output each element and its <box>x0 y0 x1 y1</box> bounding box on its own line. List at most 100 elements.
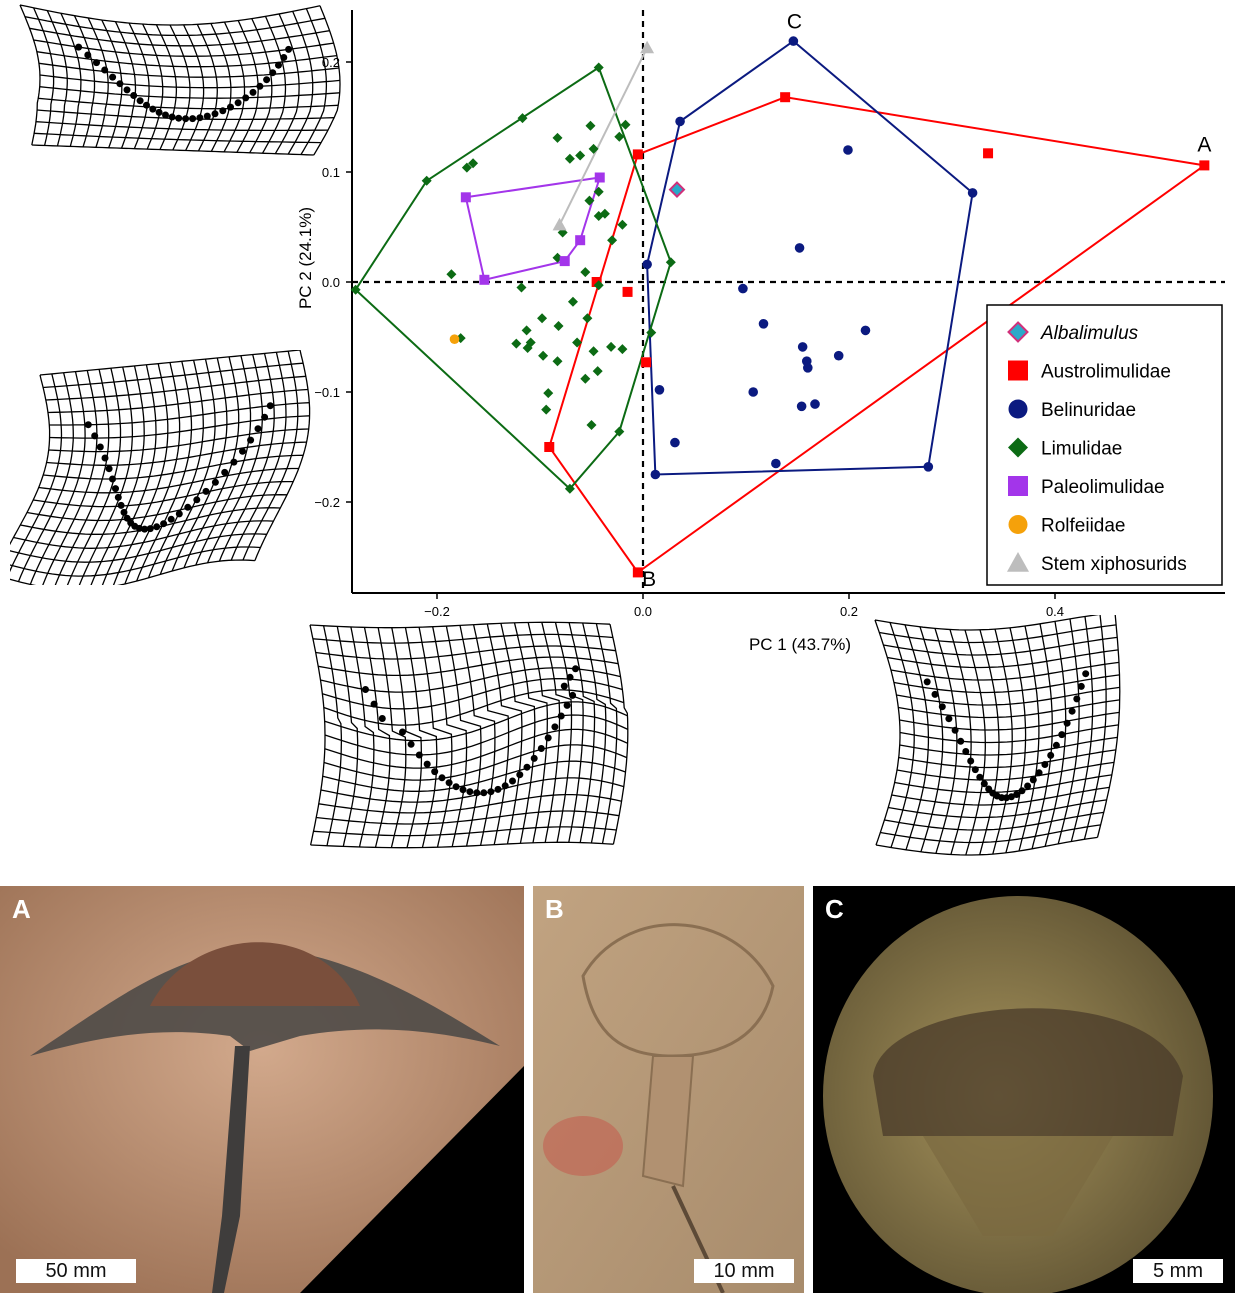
point-paleolimulidae <box>594 172 605 183</box>
point-limulidae <box>614 131 625 142</box>
landmark-dot <box>256 82 264 90</box>
landmark-dot <box>560 682 568 690</box>
grid-line-horizontal <box>33 480 294 508</box>
grid-line-horizontal <box>48 428 309 453</box>
grid-line-horizontal <box>10 546 261 577</box>
point-paleolimulidae <box>575 235 586 246</box>
landmark-dot <box>415 751 423 759</box>
landmark-dot <box>266 402 274 410</box>
point-austrolimulidae <box>641 357 652 368</box>
point-belinuridae <box>654 385 665 395</box>
scale-bar-label: 10 mm <box>694 1259 794 1283</box>
grid-line-horizontal <box>899 724 1119 744</box>
landmark-dot <box>221 468 229 476</box>
legend-marker-albalimulus <box>1007 321 1029 343</box>
point-belinuridae <box>803 363 813 373</box>
landmark-dot <box>980 780 988 788</box>
landmark-dot <box>431 768 439 776</box>
landmark-dot <box>501 782 509 790</box>
grid-line-horizontal <box>879 624 1117 644</box>
point-belinuridae <box>748 387 759 397</box>
landmark-dot <box>1035 769 1043 777</box>
point-limulidae <box>552 356 563 367</box>
grid-line-horizontal <box>875 836 1098 856</box>
grid-line-horizontal <box>874 615 1100 631</box>
legend-marker-stem-xiphosurids <box>1007 552 1029 572</box>
point-limulidae <box>606 341 617 352</box>
point-belinuridae <box>923 462 934 472</box>
landmark-dot <box>945 715 953 723</box>
point-belinuridae <box>967 188 978 198</box>
point-belinuridae <box>758 319 769 329</box>
hull-stem-xiphosurids <box>558 47 649 226</box>
deformation-grid-middle-left <box>10 350 311 585</box>
landmark-dot <box>572 665 579 673</box>
grid-line-horizontal <box>888 799 1107 819</box>
grid-line-horizontal <box>24 16 326 37</box>
grid-line-horizontal <box>10 533 267 563</box>
grid-line-vertical <box>609 624 629 845</box>
landmark-dot <box>91 432 99 440</box>
point-limulidae <box>567 296 578 307</box>
grid-line-vertical <box>391 627 423 848</box>
landmark-dot <box>938 703 946 711</box>
y-axis-label: PC 2 (24.1%) <box>296 207 315 309</box>
grid-line-horizontal <box>899 736 1118 756</box>
grid-line-horizontal <box>899 711 1120 731</box>
grid-line-horizontal <box>35 121 329 132</box>
landmark-dot <box>1047 751 1055 759</box>
landmark-dot <box>931 690 939 698</box>
point-limulidae <box>580 373 591 384</box>
x-axis-title: PC 1 (43.7%) <box>749 635 851 654</box>
landmark-dot <box>203 112 211 120</box>
grid-line-horizontal <box>45 375 306 401</box>
grid-line-horizontal <box>320 667 621 693</box>
legend-label-stem-xiphosurids: Stem xiphosurids <box>1041 554 1187 575</box>
scale-bar-label: 5 mm <box>1133 1259 1223 1283</box>
landmark-dot <box>1077 682 1085 690</box>
landmark-dot <box>557 712 565 720</box>
x-tick-label: −0.2 <box>424 604 450 619</box>
point-limulidae <box>586 420 597 430</box>
warp-grid <box>19 4 341 156</box>
landmark-dot <box>196 114 204 122</box>
grid-line-horizontal <box>896 686 1120 706</box>
legend-box <box>986 304 1223 586</box>
point-austrolimulidae <box>622 286 633 297</box>
landmark-dot <box>109 73 117 81</box>
landmark-dot <box>537 745 545 752</box>
landmark-dot <box>168 113 176 121</box>
point-limulidae <box>537 313 548 324</box>
landmark-dot <box>516 771 524 779</box>
point-paleolimulidae <box>460 192 471 203</box>
legend-marker-belinuridae <box>1008 399 1028 419</box>
point-limulidae <box>593 62 604 73</box>
landmark-dot <box>1052 741 1060 749</box>
grid-line-horizontal <box>39 350 301 376</box>
point-limulidae <box>582 313 593 324</box>
legend-marker-paleolimulidae <box>1008 476 1028 496</box>
point-limulidae <box>585 120 596 131</box>
deformation-grid-bottom-center <box>309 621 629 849</box>
point-limulidae <box>580 267 591 278</box>
landmark-dot <box>1058 731 1066 739</box>
grid-line-horizontal <box>10 559 255 585</box>
legend-label-albalimulus: Albalimulus <box>1040 323 1139 344</box>
point-limulidae <box>522 343 533 353</box>
grid-line-horizontal <box>898 749 1116 769</box>
fossil-photo-a: A 50 mm <box>0 886 524 1293</box>
landmark-dot <box>473 789 481 797</box>
landmark-dot <box>407 740 415 748</box>
x-tick-label: 0.2 <box>840 604 858 619</box>
landmark-dot <box>211 478 219 486</box>
point-limulidae <box>620 119 631 130</box>
landmark-dot <box>551 723 559 731</box>
legend-label-rolfeiidae: Rolfeiidae <box>1041 516 1126 537</box>
grid-line-horizontal <box>891 786 1110 806</box>
grid-line-horizontal <box>19 4 321 26</box>
y-tick-label: 0.1 <box>322 165 340 180</box>
landmark-dot <box>530 754 538 762</box>
fossil-a-image <box>0 886 524 1293</box>
landmark-dot <box>951 726 959 734</box>
deformation-grid-bottom-right <box>874 615 1121 856</box>
